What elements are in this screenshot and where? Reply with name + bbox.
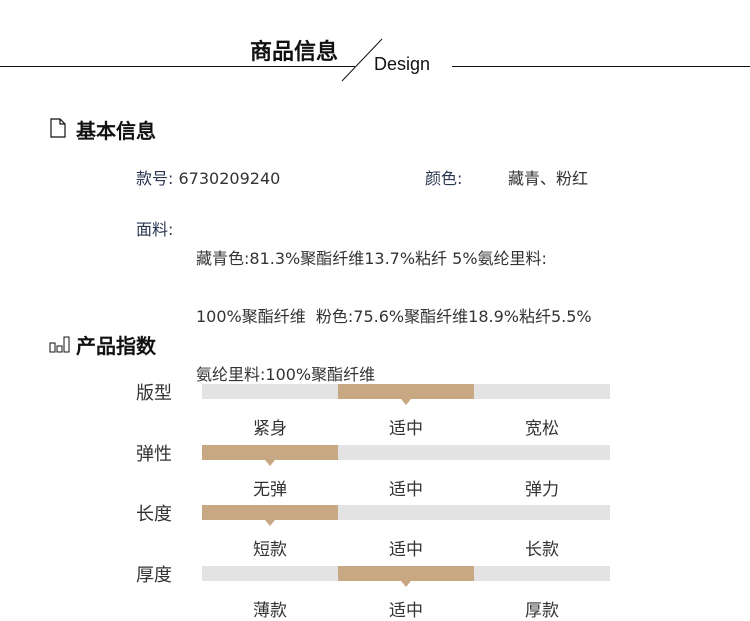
index-option: 适中	[389, 419, 423, 439]
fabric-label: 面料:	[136, 220, 174, 239]
index-track	[202, 505, 610, 526]
color-label: 颜色:	[425, 169, 463, 188]
index-row-label: 弹性	[136, 443, 172, 465]
index-row-label: 长度	[136, 504, 172, 525]
index-option: 无弹	[253, 479, 287, 500]
style-label: 款号:	[136, 169, 174, 188]
index-option: 长款	[525, 540, 559, 560]
index-indicator	[202, 505, 338, 526]
document-icon	[50, 118, 66, 138]
page-title: 商品信息	[250, 40, 339, 65]
fabric-line: 藏青色:81.3%聚酯纤维13.7%粘纤 5%氨纶里料:	[196, 249, 547, 268]
header-slash	[341, 38, 383, 82]
index-option: 宽松	[525, 419, 559, 439]
index-indicator	[338, 384, 474, 405]
index-option: 厚款	[525, 600, 559, 621]
index-row-label: 版型	[136, 383, 172, 404]
index-option: 适中	[389, 600, 423, 621]
fabric-line: 100%聚酯纤维 粉色:75.6%聚酯纤维18.9%粘纤5.5%	[196, 307, 592, 326]
style-value: 6730209240	[178, 169, 281, 188]
index-option: 弹力	[525, 479, 559, 500]
bar-chart-icon	[49, 336, 70, 353]
page-subtitle: Design	[374, 54, 431, 74]
fabric-line: 氨纶里料:100%聚酯纤维	[196, 365, 376, 384]
index-indicator	[338, 565, 474, 587]
index-option: 薄款	[253, 600, 287, 621]
index-option: 短款	[253, 540, 287, 560]
color-value: 藏青、粉红	[508, 169, 589, 188]
header-line-right	[452, 66, 750, 67]
index-track	[202, 565, 610, 587]
header-line-left	[0, 66, 355, 67]
product-index-heading: 产品指数	[76, 334, 156, 358]
index-track	[202, 384, 610, 405]
index-track	[202, 444, 610, 466]
index-option: 适中	[389, 479, 423, 500]
index-row-label: 厚度	[136, 564, 172, 586]
index-indicator	[202, 444, 338, 466]
index-option: 紧身	[253, 419, 287, 439]
basic-info-heading: 基本信息	[76, 119, 156, 143]
index-option: 适中	[389, 540, 423, 560]
